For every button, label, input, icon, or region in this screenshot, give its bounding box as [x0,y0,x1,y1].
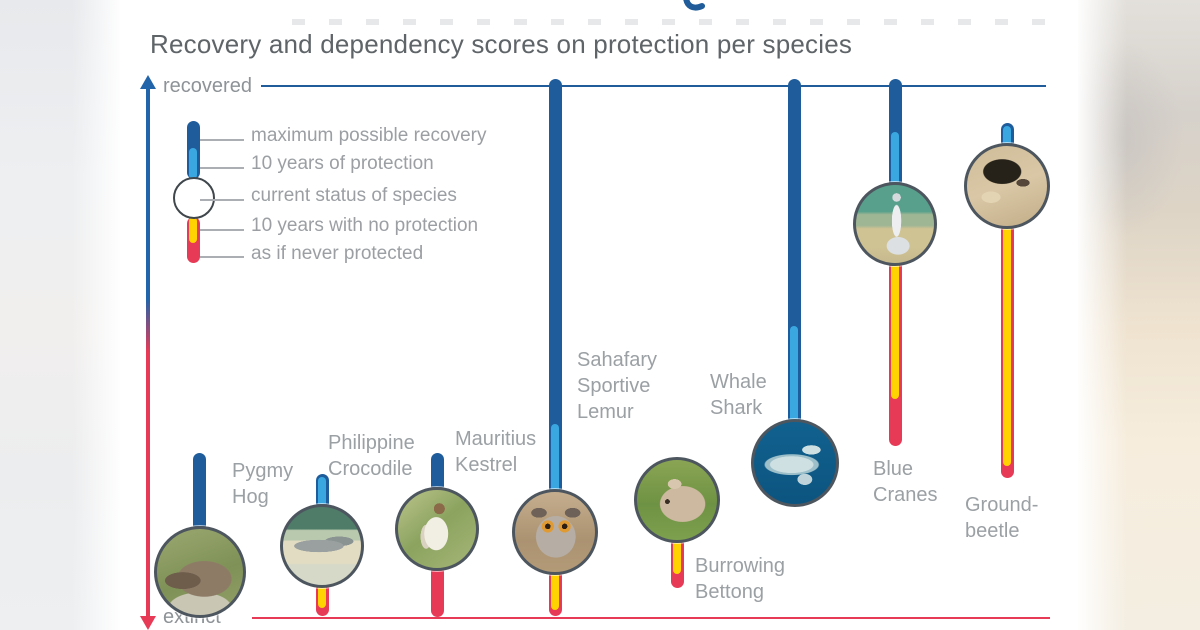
legend-tick-line [200,229,244,231]
blurred-right-band [1078,0,1200,630]
bar-10y-no-protection [1003,186,1011,466]
species-label: Whale Shark [710,369,767,421]
species-label-line: Sportive [577,375,651,397]
legend-tick-line [200,199,244,201]
species-label: Burrowing Bettong [695,553,785,605]
species-label-line: Bettong [695,581,764,603]
bar-10y-protection [551,424,559,532]
bar-10y-protection [891,132,899,224]
species-label: Philippine Crocodile [328,430,415,482]
species-label-line: Crocodile [328,458,413,480]
axis-label-recovered: recovered [163,75,252,97]
chart-title: Recovery and dependency scores on protec… [150,29,853,59]
y-axis-arrow-up-icon [140,75,156,89]
species-photo-whale-shark [751,419,839,507]
legend-tick-line [200,256,244,258]
bar-10y-protection [790,326,798,463]
species-photo-mauritius-kestrel [395,487,479,571]
extinct-reference-line [252,617,1050,619]
legend-item-label: as if never protected [251,243,424,264]
species-label-line: Philippine [328,432,415,454]
species-photo-ground-beetle [964,143,1050,229]
bar-max-recovery [548,79,562,532]
species-label-line: beetle [965,520,1020,542]
y-axis-line [146,88,150,616]
legend-item-label: current status of species [251,185,457,206]
species-photo-burrowing-bettong [634,457,720,543]
legend-tick-line [200,139,244,141]
species-label-line: Burrowing [695,555,786,577]
species-label: Pygmy Hog [232,458,293,510]
legend-item-label: maximum possible recovery [251,125,487,146]
species-label: Blue Cranes [873,456,937,508]
species-label-line: Pygmy [232,460,294,482]
species-photo-blue-crane [853,182,937,266]
species-label-line: Lemur [577,401,634,423]
species-label-line: Sahafary [577,349,658,371]
legend-item-label: 10 years of protection [251,153,434,174]
legend-10y-protection-bar [189,148,197,179]
species-label-line: Ground- [965,494,1039,516]
species-photo-pygmy-hog [154,526,246,618]
species-label: Sahafary Sportive Lemur [577,347,657,425]
legend-10y-no-protection-bar [189,217,197,243]
species-label-line: Shark [710,397,763,419]
species-label-line: Blue [873,458,914,480]
blurred-left-band [0,0,120,630]
recovered-reference-line [261,85,1046,87]
species-label: Mauritius Kestrel [455,426,536,478]
cropped-text-remnants [292,19,1062,25]
species-label-line: Kestrel [455,454,518,476]
species-label-line: Mauritius [455,428,537,450]
species-photo-philippine-crocodile [280,504,364,588]
legend-tick-line [200,167,244,169]
species-label-line: Whale [710,371,767,393]
legend-item-label: 10 years with no protection [251,215,479,236]
species-label: Ground-beetle [965,492,1038,544]
species-label-line: Hog [232,486,269,508]
y-axis-arrow-down-icon [140,616,156,630]
bar-10y-no-protection [891,224,899,399]
species-label-line: Cranes [873,484,938,506]
legend-current-status-circle [173,177,215,219]
species-photo-sahafary-lemur [512,489,598,575]
cropped-title-glyph [683,0,705,11]
